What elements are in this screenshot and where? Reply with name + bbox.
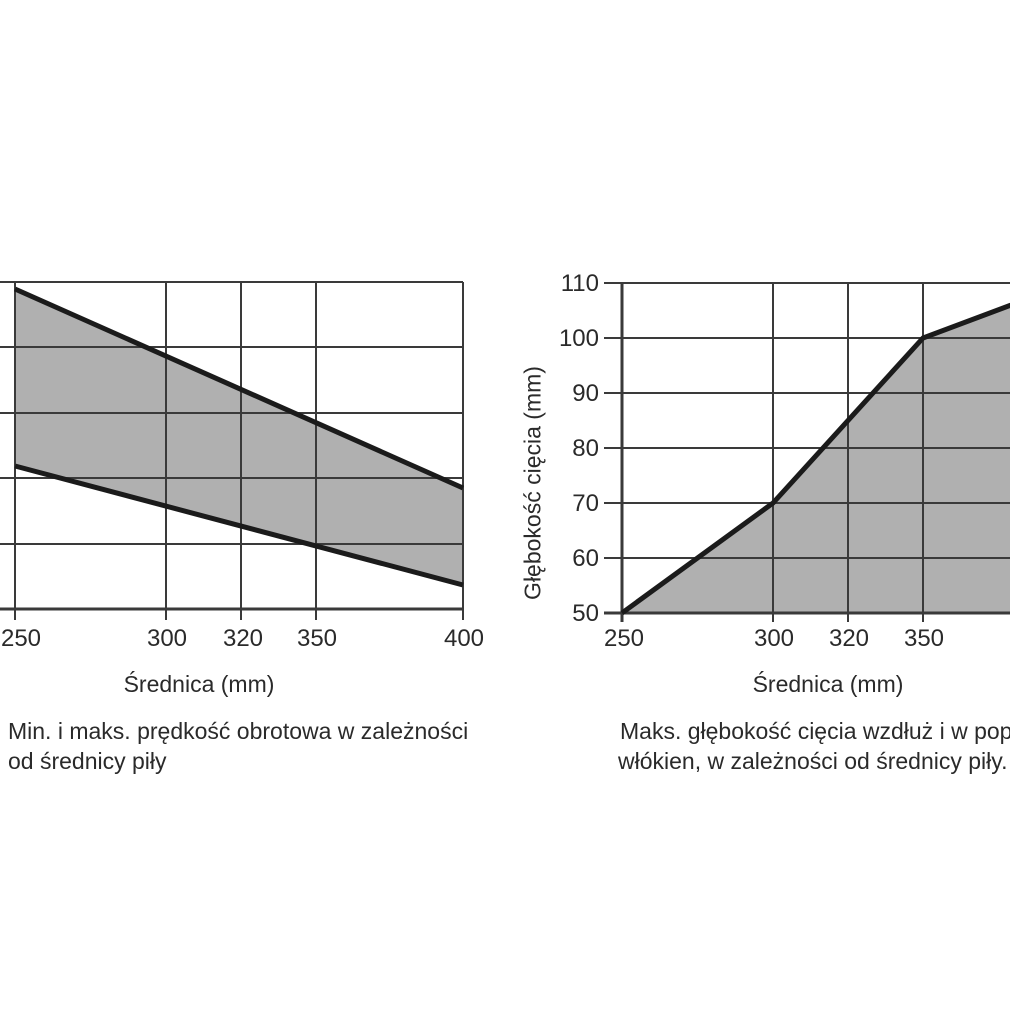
left-chart-caption: Min. i maks. prędkość obrotowa w zależno… <box>8 716 468 776</box>
max-speed-line <box>13 286 465 491</box>
x-tick-label: 400 <box>444 625 484 652</box>
right-chart-y-axis-label: Głębokość cięcia (mm) <box>519 366 546 600</box>
left-chart-speed-vs-diameter: 250 300 320 350 400 <box>0 281 484 652</box>
y-tick-label: 60 <box>572 545 599 572</box>
depth-line <box>620 302 1010 616</box>
x-tick-label: 300 <box>754 625 794 652</box>
min-speed-line <box>14 463 464 588</box>
speed-range-band <box>15 289 463 585</box>
y-tick-label: 90 <box>572 380 599 407</box>
right-chart-caption-line-2: włókien, w zależności od średnicy piły. <box>618 748 1008 774</box>
y-tick-label: 110 <box>561 270 599 297</box>
x-tick-label: 320 <box>223 625 263 652</box>
x-tick-label: 250 <box>604 625 644 652</box>
y-tick-label: 50 <box>572 600 599 627</box>
left-chart-caption-line-1: Min. i maks. prędkość obrotowa w zależno… <box>8 718 469 744</box>
x-tick-label: 250 <box>1 625 41 652</box>
y-tick-label: 70 <box>572 490 599 517</box>
right-chart-caption-line-1: Maks. głębokość cięcia wzdłuż i w popr <box>620 718 1010 744</box>
x-tick-label: 350 <box>904 625 944 652</box>
right-chart-x-axis-label: Średnica (mm) <box>752 671 904 697</box>
left-chart-x-axis-label: Średnica (mm) <box>123 671 275 697</box>
x-tick-label: 320 <box>829 625 869 652</box>
x-tick-label: 300 <box>147 625 187 652</box>
left-chart-caption-line-2: od średnicy piły <box>8 748 167 774</box>
y-tick-label: 80 <box>572 435 599 462</box>
right-chart-caption: Maks. głębokość cięcia wzdłuż i w popr w… <box>618 716 1010 776</box>
y-tick-label: 100 <box>559 325 599 352</box>
x-tick-label: 350 <box>297 625 337 652</box>
